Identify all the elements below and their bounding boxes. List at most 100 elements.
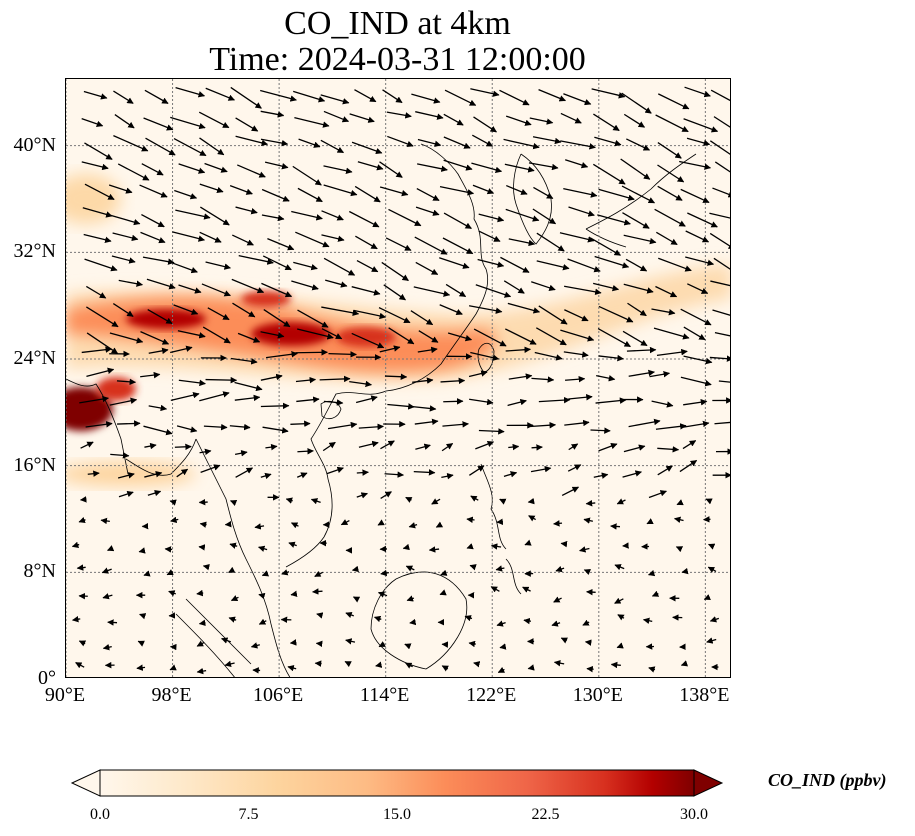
wind-vector [443, 136, 471, 149]
map-canvas [66, 79, 730, 677]
wind-vector [375, 661, 383, 668]
wind-vector [114, 113, 135, 129]
wind-vector [657, 465, 673, 476]
wind-vector [382, 89, 403, 104]
wind-vector [355, 235, 378, 250]
wind-vector [312, 588, 323, 595]
wind-vector [176, 468, 189, 478]
wind-vector [386, 111, 412, 119]
wind-vector [553, 596, 562, 603]
wind-vector [234, 381, 263, 392]
wind-vector [614, 564, 625, 571]
wind-vector [310, 498, 321, 505]
wind-vector [439, 589, 447, 596]
wind-vector [234, 394, 261, 402]
wind-vector [148, 347, 169, 355]
wind-vector [349, 113, 375, 123]
wind-vector [202, 563, 210, 571]
wind-vector [146, 278, 176, 290]
wind-vector [405, 565, 415, 572]
map-title-line2: Time: 2024-03-31 12:00:00 [209, 41, 586, 78]
wind-vector [199, 521, 207, 528]
wind-vector [622, 212, 650, 229]
wind-vector [499, 643, 507, 650]
wind-vector [196, 589, 204, 597]
wind-vector [263, 309, 291, 328]
y-tick-label: 8°N [23, 560, 56, 583]
wind-vector [497, 666, 506, 674]
wind-vector [532, 136, 562, 145]
wind-vector [148, 404, 168, 412]
wind-vector [412, 405, 437, 412]
wind-vector [354, 185, 381, 203]
wind-vector [444, 89, 477, 106]
wind-vector [505, 346, 531, 353]
wind-vector [530, 421, 557, 429]
wind-vector [323, 165, 353, 174]
wind-vector [538, 396, 571, 404]
wind-vector [522, 586, 531, 593]
wind-vector [472, 184, 495, 195]
wind-vector [295, 349, 328, 356]
wind-vector [202, 326, 231, 344]
wind-vector [321, 234, 345, 242]
coastline-korea [513, 153, 552, 245]
wind-vector [261, 282, 293, 298]
wind-vector [117, 163, 150, 181]
wind-vector [682, 440, 697, 450]
colorbar-tick-label: 7.5 [238, 806, 259, 823]
plume-core-dark-2 [241, 291, 291, 307]
wind-vector [568, 443, 579, 451]
wind-vector [443, 159, 473, 171]
wind-vector [442, 237, 474, 255]
wind-vector [139, 184, 168, 198]
wind-vector [118, 279, 143, 287]
wind-vector [591, 88, 626, 99]
wind-vector [207, 307, 230, 321]
wind-vector [287, 664, 297, 672]
wind-vector [323, 184, 358, 197]
wind-vector [439, 257, 470, 269]
wind-vector [683, 355, 713, 365]
x-tick-label: 90°E [44, 684, 86, 706]
wind-vector [297, 328, 334, 340]
y-tick-label: 40°N [13, 133, 56, 156]
wind-vector [593, 113, 620, 132]
wind-vector [345, 638, 356, 645]
wind-vectors [71, 86, 730, 675]
wind-vector [380, 569, 389, 577]
wind-vector [505, 115, 532, 126]
wind-vector [238, 255, 274, 265]
wind-vector [380, 440, 395, 450]
wind-vector [623, 444, 646, 453]
wind-vector [373, 615, 382, 623]
wind-vector [260, 331, 285, 339]
wind-vector [709, 616, 720, 623]
wind-vector [408, 522, 418, 529]
wind-vector [404, 662, 413, 669]
wind-vector [260, 138, 289, 147]
wind-vector [500, 256, 530, 273]
wind-vector [358, 440, 379, 448]
wind-vector [415, 206, 440, 216]
wind-vector [679, 459, 698, 473]
wind-vector [205, 376, 238, 384]
wind-vector [235, 117, 259, 132]
wind-vector [598, 354, 624, 362]
wind-vector [381, 261, 409, 282]
wind-vector [505, 208, 540, 222]
wind-vector [314, 660, 322, 667]
wind-vector [320, 139, 345, 154]
wind-vector [714, 421, 730, 425]
wind-vector [415, 261, 439, 276]
wind-vector [260, 89, 297, 102]
wind-vector [564, 309, 589, 322]
wind-vector [297, 447, 314, 455]
wind-vector [355, 395, 378, 404]
wind-vector [354, 89, 377, 103]
wind-vector [196, 640, 205, 647]
wind-vector [379, 161, 403, 178]
wind-vector [387, 403, 415, 410]
wind-vector [290, 420, 311, 427]
wind-vector [293, 261, 318, 271]
